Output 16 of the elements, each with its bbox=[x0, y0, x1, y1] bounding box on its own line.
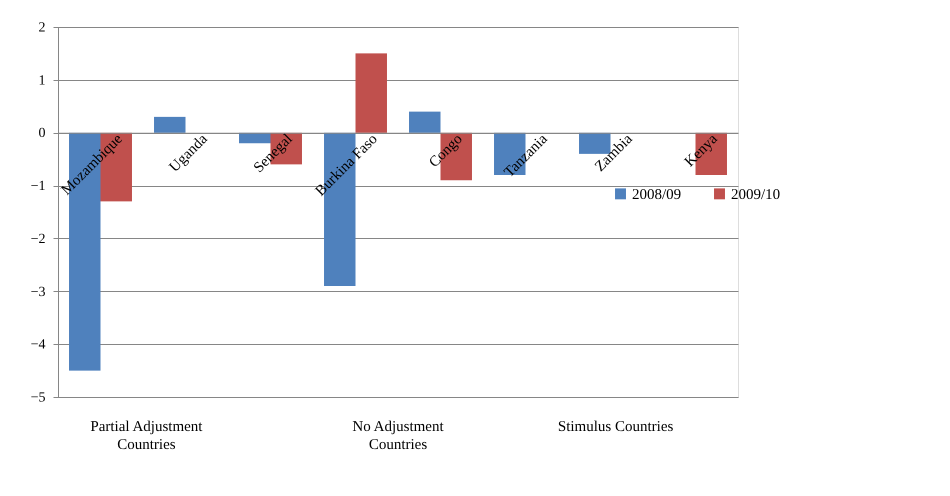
y-tick-label: −5 bbox=[30, 390, 46, 406]
bar bbox=[409, 112, 440, 133]
text: Partial Adjustment Countries bbox=[90, 419, 204, 453]
y-tick-label: −2 bbox=[30, 232, 46, 247]
y-tick-label: −4 bbox=[30, 338, 46, 353]
legend-label: 2008/09 bbox=[632, 186, 682, 203]
bar bbox=[154, 116, 186, 133]
text: Stimulus Countries bbox=[558, 419, 674, 435]
y-tick-label: −3 bbox=[30, 284, 46, 300]
text: No Adjustment Countries bbox=[352, 419, 444, 453]
y-tick-label: 0 bbox=[38, 126, 46, 142]
y-tick-label: 1 bbox=[38, 73, 46, 88]
y-tick-label: 2 bbox=[38, 20, 46, 36]
legend-label: 2009/10 bbox=[731, 186, 780, 203]
y-tick-label: −1 bbox=[30, 179, 46, 194]
bar bbox=[356, 53, 387, 133]
